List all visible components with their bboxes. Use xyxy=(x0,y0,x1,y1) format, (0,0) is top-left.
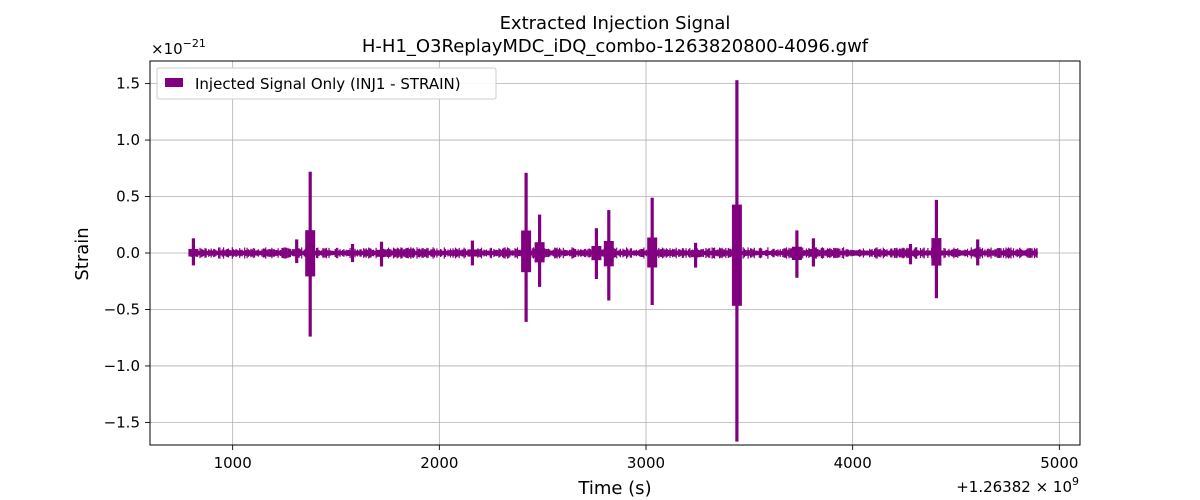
signal-burst-ringdown xyxy=(972,249,983,257)
signal-burst-ringdown xyxy=(808,248,819,257)
y-tick-label: 1.5 xyxy=(116,75,140,93)
signal-burst-ringdown xyxy=(931,238,942,266)
signal-burst-ringdown xyxy=(347,250,358,256)
signal-burst-ringdown xyxy=(591,246,602,261)
chart-title: Extracted Injection Signal xyxy=(500,13,731,34)
signal-burst-ringdown xyxy=(291,249,302,256)
y-tick-label: 1.0 xyxy=(116,131,140,149)
x-axis-offset-power: 9 xyxy=(1072,475,1079,488)
x-tick-label: 4000 xyxy=(834,454,872,472)
axis-ticks: 1000 2000 3000 4000 5000 −1.5 −1.0 −0.5 0.0 0.5 1.… xyxy=(104,75,1079,472)
y-axis-exponent-base: ×10 xyxy=(151,40,183,58)
signal-burst-ringdown xyxy=(905,250,916,257)
signal-burst-ringdown xyxy=(305,230,316,277)
legend-label: Injected Signal Only (INJ1 - STRAIN) xyxy=(195,75,461,93)
y-tick-label: 0.5 xyxy=(116,188,140,206)
signal-burst-ringdown xyxy=(791,246,802,260)
plot-data xyxy=(188,80,1038,442)
y-tick-label: −1.0 xyxy=(104,357,140,375)
chart-subtitle: H-H1_O3ReplayMDC_iDQ_combo-1263820800-40… xyxy=(362,36,869,57)
x-tick-label: 1000 xyxy=(214,454,252,472)
signal-burst-ringdown xyxy=(603,241,614,267)
signal-burst-ringdown xyxy=(690,250,701,258)
x-tick-label: 3000 xyxy=(627,454,665,472)
signal-burst-ringdown xyxy=(467,249,478,257)
y-axis-label: Strain xyxy=(72,227,93,280)
signal-burst-ringdown xyxy=(731,204,742,306)
x-axis-offset: +1.26382 × 109 xyxy=(956,475,1079,496)
y-tick-label: −1.5 xyxy=(104,413,140,431)
signal-burst-ringdown xyxy=(534,242,545,263)
signal-burst-ringdown xyxy=(188,248,199,257)
signal-burst-ringdown xyxy=(376,249,387,257)
x-tick-label: 2000 xyxy=(420,454,458,472)
x-axis-offset-prefix: +1.26382 × 10 xyxy=(956,478,1072,496)
legend-swatch xyxy=(165,78,183,87)
legend: Injected Signal Only (INJ1 - STRAIN) xyxy=(156,67,497,100)
signal-burst-ringdown xyxy=(521,230,532,273)
x-tick-label: 5000 xyxy=(1040,454,1078,472)
signal-burst-ringdown xyxy=(647,237,658,268)
x-axis-label: Time (s) xyxy=(577,478,651,499)
y-tick-label: −0.5 xyxy=(104,300,140,318)
legend-box xyxy=(156,67,497,100)
y-tick-label: 0.0 xyxy=(116,244,140,262)
y-axis-exponent-power: −21 xyxy=(183,37,206,50)
y-axis-exponent: ×10−21 xyxy=(151,37,206,58)
